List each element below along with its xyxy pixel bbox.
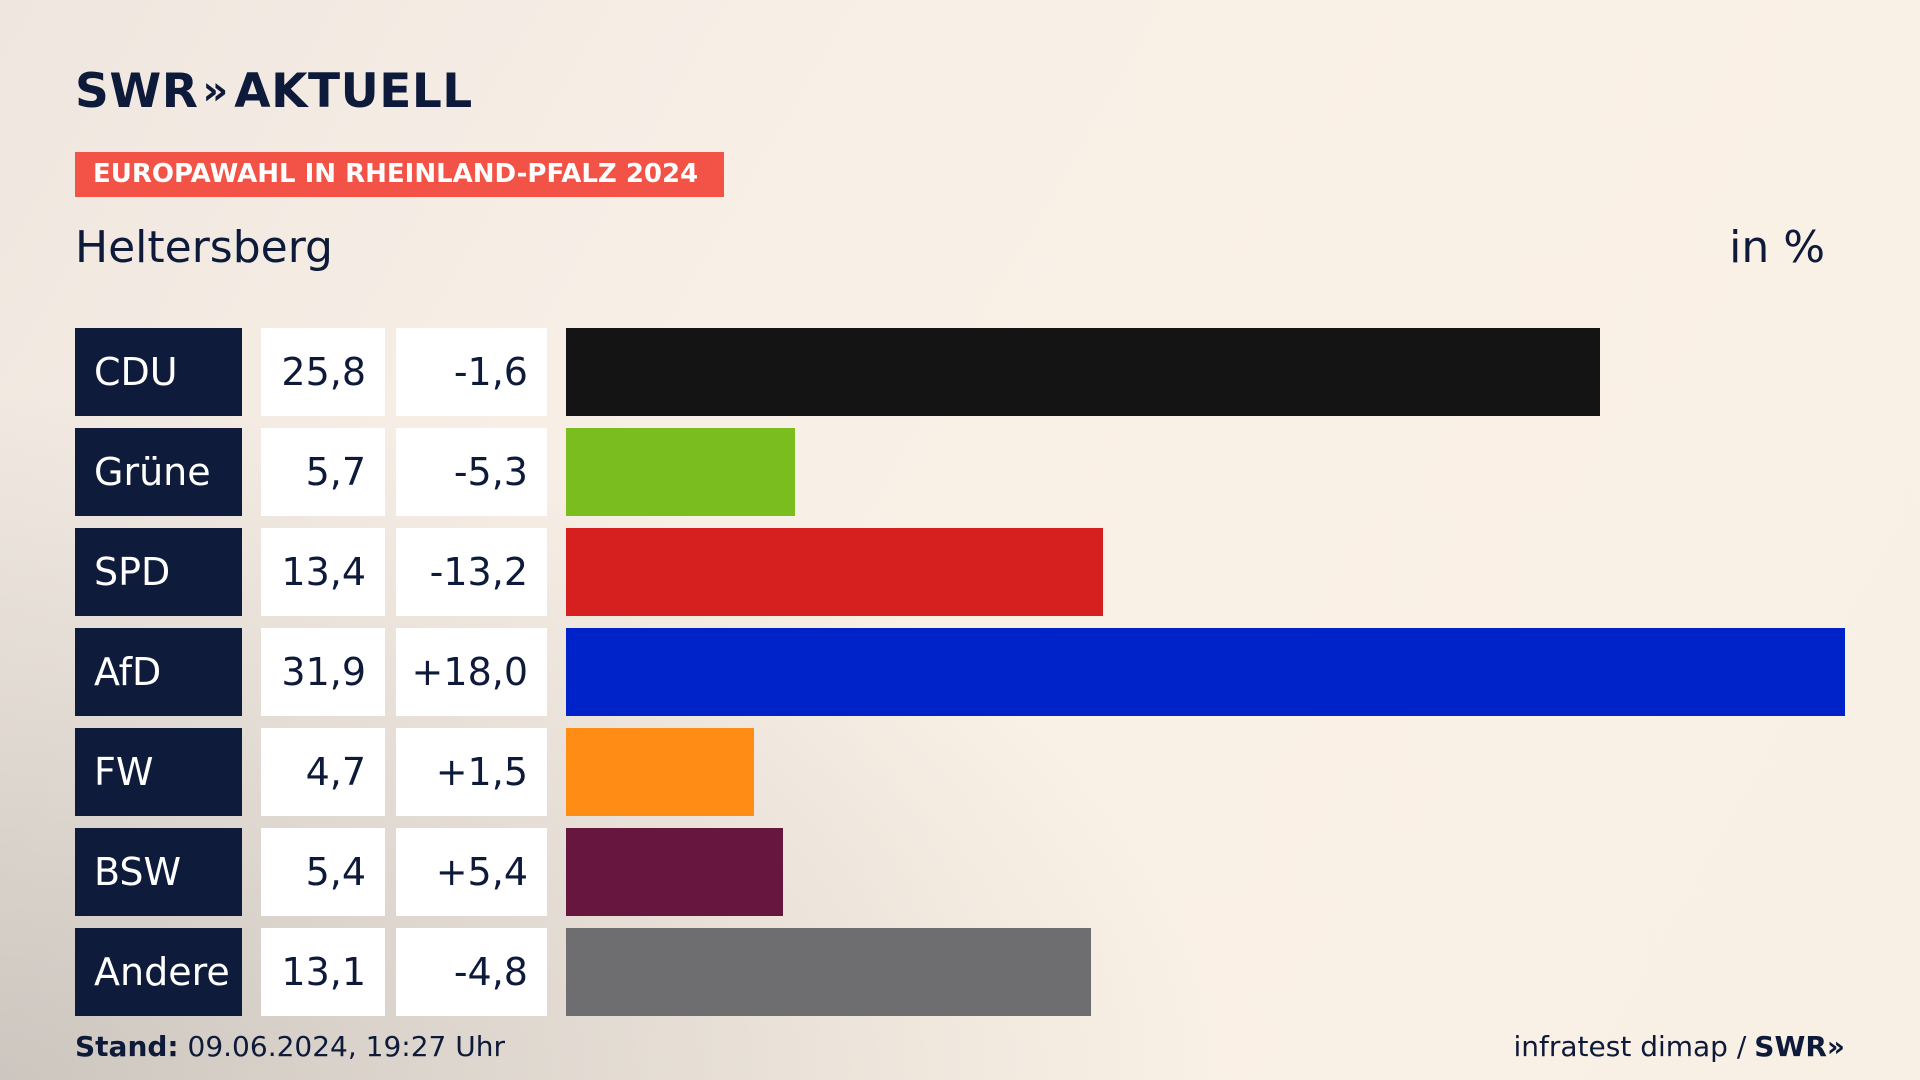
stand-label: Stand: [75, 1030, 179, 1063]
vote-share-value: 13,4 [261, 528, 385, 616]
source-brand: SWR» [1754, 1030, 1845, 1063]
vote-share-value: 4,7 [261, 728, 385, 816]
vote-change-value: +18,0 [396, 628, 547, 716]
logo-swr: SWR [75, 63, 199, 119]
vote-share-value: 5,7 [261, 428, 385, 516]
swr-aktuell-logo: SWR » AKTUELL [75, 63, 473, 119]
result-row: Andere 13,1 -4,8 [0, 928, 1920, 1016]
logo-aktuell: AKTUELL [234, 63, 473, 119]
source-label: infratest dimap / [1513, 1030, 1747, 1063]
result-bar [566, 928, 1092, 1016]
result-row: BSW 5,4 +5,4 [0, 828, 1920, 916]
vote-change-value: -13,2 [396, 528, 547, 616]
result-bar [566, 428, 795, 516]
party-label: Andere [75, 928, 242, 1016]
vote-share-value: 31,9 [261, 628, 385, 716]
vote-share-value: 5,4 [261, 828, 385, 916]
election-tag: EUROPAWAHL IN RHEINLAND-PFALZ 2024 [75, 152, 724, 197]
result-bar [566, 728, 755, 816]
result-row: CDU 25,8 -1,6 [0, 328, 1920, 416]
vote-change-value: -5,3 [396, 428, 547, 516]
unit-label: in % [1729, 222, 1825, 273]
vote-share-value: 25,8 [261, 328, 385, 416]
result-row: SPD 13,4 -13,2 [0, 528, 1920, 616]
party-label: BSW [75, 828, 242, 916]
vote-change-value: -4,8 [396, 928, 547, 1016]
party-label: Grüne [75, 428, 242, 516]
party-label: CDU [75, 328, 242, 416]
footer-source: infratest dimap / SWR» [1513, 1030, 1845, 1063]
result-row: FW 4,7 +1,5 [0, 728, 1920, 816]
party-label: FW [75, 728, 242, 816]
result-bar [566, 528, 1104, 616]
party-label: AfD [75, 628, 242, 716]
footer-stand: Stand: 09.06.2024, 19:27 Uhr [75, 1030, 505, 1063]
result-bar [566, 828, 783, 916]
vote-share-value: 13,1 [261, 928, 385, 1016]
result-row: Grüne 5,7 -5,3 [0, 428, 1920, 516]
vote-change-value: -1,6 [396, 328, 547, 416]
vote-change-value: +1,5 [396, 728, 547, 816]
region-title: Heltersberg [75, 222, 333, 273]
stand-value: 09.06.2024, 19:27 Uhr [187, 1030, 505, 1063]
party-label: SPD [75, 528, 242, 616]
result-bar [566, 628, 1845, 716]
vote-change-value: +5,4 [396, 828, 547, 916]
result-row: AfD 31,9 +18,0 [0, 628, 1920, 716]
result-bar [566, 328, 1601, 416]
logo-arrows-icon: » [202, 68, 228, 114]
